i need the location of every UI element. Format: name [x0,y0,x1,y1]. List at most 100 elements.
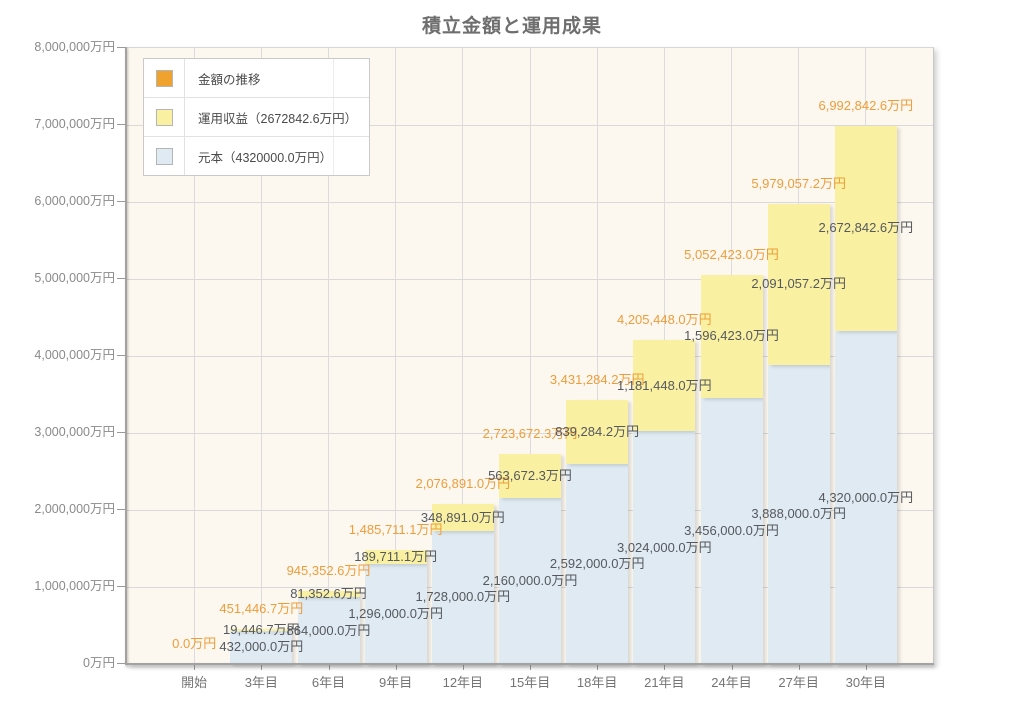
x-gridline [395,48,397,664]
x-gridline [328,48,329,664]
bar-segment-principal-18年目[interactable] [566,464,629,664]
bar-label-returns-18年目: 839,284.2万円 [555,424,640,440]
legend-swatch-cell [144,59,185,97]
bar-label-total-15年目: 2,723,672.3万円 [482,426,578,442]
chart-title: 積立金額と運用成果 [421,16,602,37]
x-tick-mark [798,665,800,670]
y-tick-label: 4,000,000万円 [34,348,115,362]
y-tick-mark [117,201,127,202]
x-tick-label: 12年目 [442,675,484,690]
principal-series-swatch-icon [155,147,173,165]
bar-segment-returns-18年目[interactable] [566,399,629,465]
bar-segment-returns-15年目[interactable] [499,454,561,498]
y-tick-label: 1,000,000万円 [34,579,115,593]
x-tick-mark [462,665,464,670]
legend-label-principal: 元本（4320000.0万円） [198,150,333,165]
y-tick-label: 6,000,000万円 [34,194,115,208]
bar-label-principal-27年目: 3,888,000.0万円 [751,506,846,522]
bar-segment-principal-3年目[interactable] [230,630,293,664]
y-tick-mark [117,47,127,48]
y-tick-mark [117,509,127,510]
x-tick-mark [261,665,263,670]
y-axis-line [125,47,127,665]
bar-label-total-27年目: 5,979,057.2万円 [751,175,846,191]
legend-swatch-cell [144,137,185,175]
bar-segment-returns-6年目[interactable] [297,591,360,598]
bar-segment-returns-21年目[interactable] [633,340,696,432]
bar-label-total-9年目: 1,485,711.1万円 [348,521,443,537]
x-tick-mark [530,665,531,670]
bar-label-principal-6年目: 864,000.0万円 [286,622,371,638]
legend-item-returns: 運用収益（2672842.6万円） [144,97,369,136]
bar-segment-principal-24年目[interactable] [700,397,763,664]
x-tick-mark [395,665,397,670]
bar-segment-returns-30年目[interactable] [834,125,897,332]
bar-label-returns-6年目: 81,352.6万円 [290,586,367,602]
bar-segment-returns-3年目[interactable] [230,629,293,631]
bar-label-total-6年目: 945,352.6万円 [286,563,371,579]
bar-segment-returns-27年目[interactable] [767,203,830,365]
bar-segment-principal-6年目[interactable] [297,597,360,664]
bar-label-principal-9年目: 1,296,000.0万円 [348,606,443,622]
bar-label-total-30年目: 6,992,842.6万円 [818,97,914,113]
x-tick-label: 15年目 [509,675,551,690]
x-gridline [529,48,531,664]
bar-label-principal-21年目: 3,024,000.0万円 [616,539,712,555]
bar-label-principal-12年目: 1,728,000.0万円 [415,589,511,605]
bar-segment-returns-24年目[interactable] [700,274,763,398]
x-tick-label: 18年目 [576,675,618,690]
y-tick-mark [117,663,127,664]
bar-segment-principal-12年目[interactable] [431,530,494,664]
x-tick-label: 27年目 [778,675,819,690]
legend: 金額の推移 運用収益（2672842.6万円） 元本（4320000.0万円） [143,58,370,176]
legend-swatch-cell [144,98,185,136]
x-tick-mark [731,665,733,670]
x-tick-label: 9年目 [379,675,413,690]
bar-segment-principal-15年目[interactable] [499,497,561,664]
x-tick-label: 21年目 [644,675,685,690]
returns-series-swatch-icon [155,108,173,126]
x-gridline [462,48,464,664]
x-tick-label: 30年目 [845,675,887,690]
bar-segment-principal-30年目[interactable] [834,331,897,664]
y-tick-mark [117,355,127,356]
bar-label-total-18年目: 3,431,284.2万円 [549,371,645,387]
y-tick-label: 5,000,000万円 [34,271,115,285]
y-tick-mark [117,278,127,279]
bar-label-principal-15年目: 2,160,000.0万円 [482,572,578,588]
legend-item-principal: 元本（4320000.0万円） [144,136,369,175]
y-tick-label: 3,000,000万円 [34,425,115,439]
legend-label-returns: 運用収益（2672842.6万円） [198,111,358,126]
legend-item-total: 金額の推移 [144,59,369,97]
y-tick-label: 7,000,000万円 [34,117,115,131]
x-gridline [260,48,262,664]
x-gridline [596,48,598,664]
y-tick-mark [117,432,127,433]
bar-label-principal-24年目: 3,456,000.0万円 [684,522,779,538]
bar-segment-returns-12年目[interactable] [431,504,494,531]
bar-label-returns-9年目: 189,711.1万円 [354,548,438,564]
y-tick-label: 0万円 [83,656,115,670]
x-tick-mark [664,665,666,670]
bar-segment-principal-9年目[interactable] [364,564,427,664]
bar-label-principal-18年目: 2,592,000.0万円 [549,556,645,572]
bar-label-returns-21年目: 1,181,448.0万円 [616,377,712,393]
bar-label-total-21年目: 4,205,448.0万円 [616,312,712,328]
y-tick-label: 2,000,000万円 [34,502,115,516]
x-tick-mark [865,665,867,670]
x-tick-mark [597,665,599,670]
bar-label-total-12年目: 2,076,891.0万円 [415,476,511,492]
x-tick-label: 6年目 [311,675,346,690]
bar-label-returns-27年目: 2,091,057.2万円 [751,276,846,292]
y-tick-mark [117,124,127,125]
bar-segment-returns-9年目[interactable] [364,549,427,565]
bar-label-total-3年目: 451,446.7万円 [219,601,304,617]
bar-label-principal-30年目: 4,320,000.0万円 [818,489,914,505]
bar-segment-principal-27年目[interactable] [767,364,830,664]
bar-segment-principal-21年目[interactable] [633,431,696,664]
bar-label-returns-30年目: 2,672,842.6万円 [818,220,914,236]
x-tick-label: 24年目 [711,675,752,690]
x-tick-mark [194,665,196,670]
y-tick-mark [117,586,127,587]
